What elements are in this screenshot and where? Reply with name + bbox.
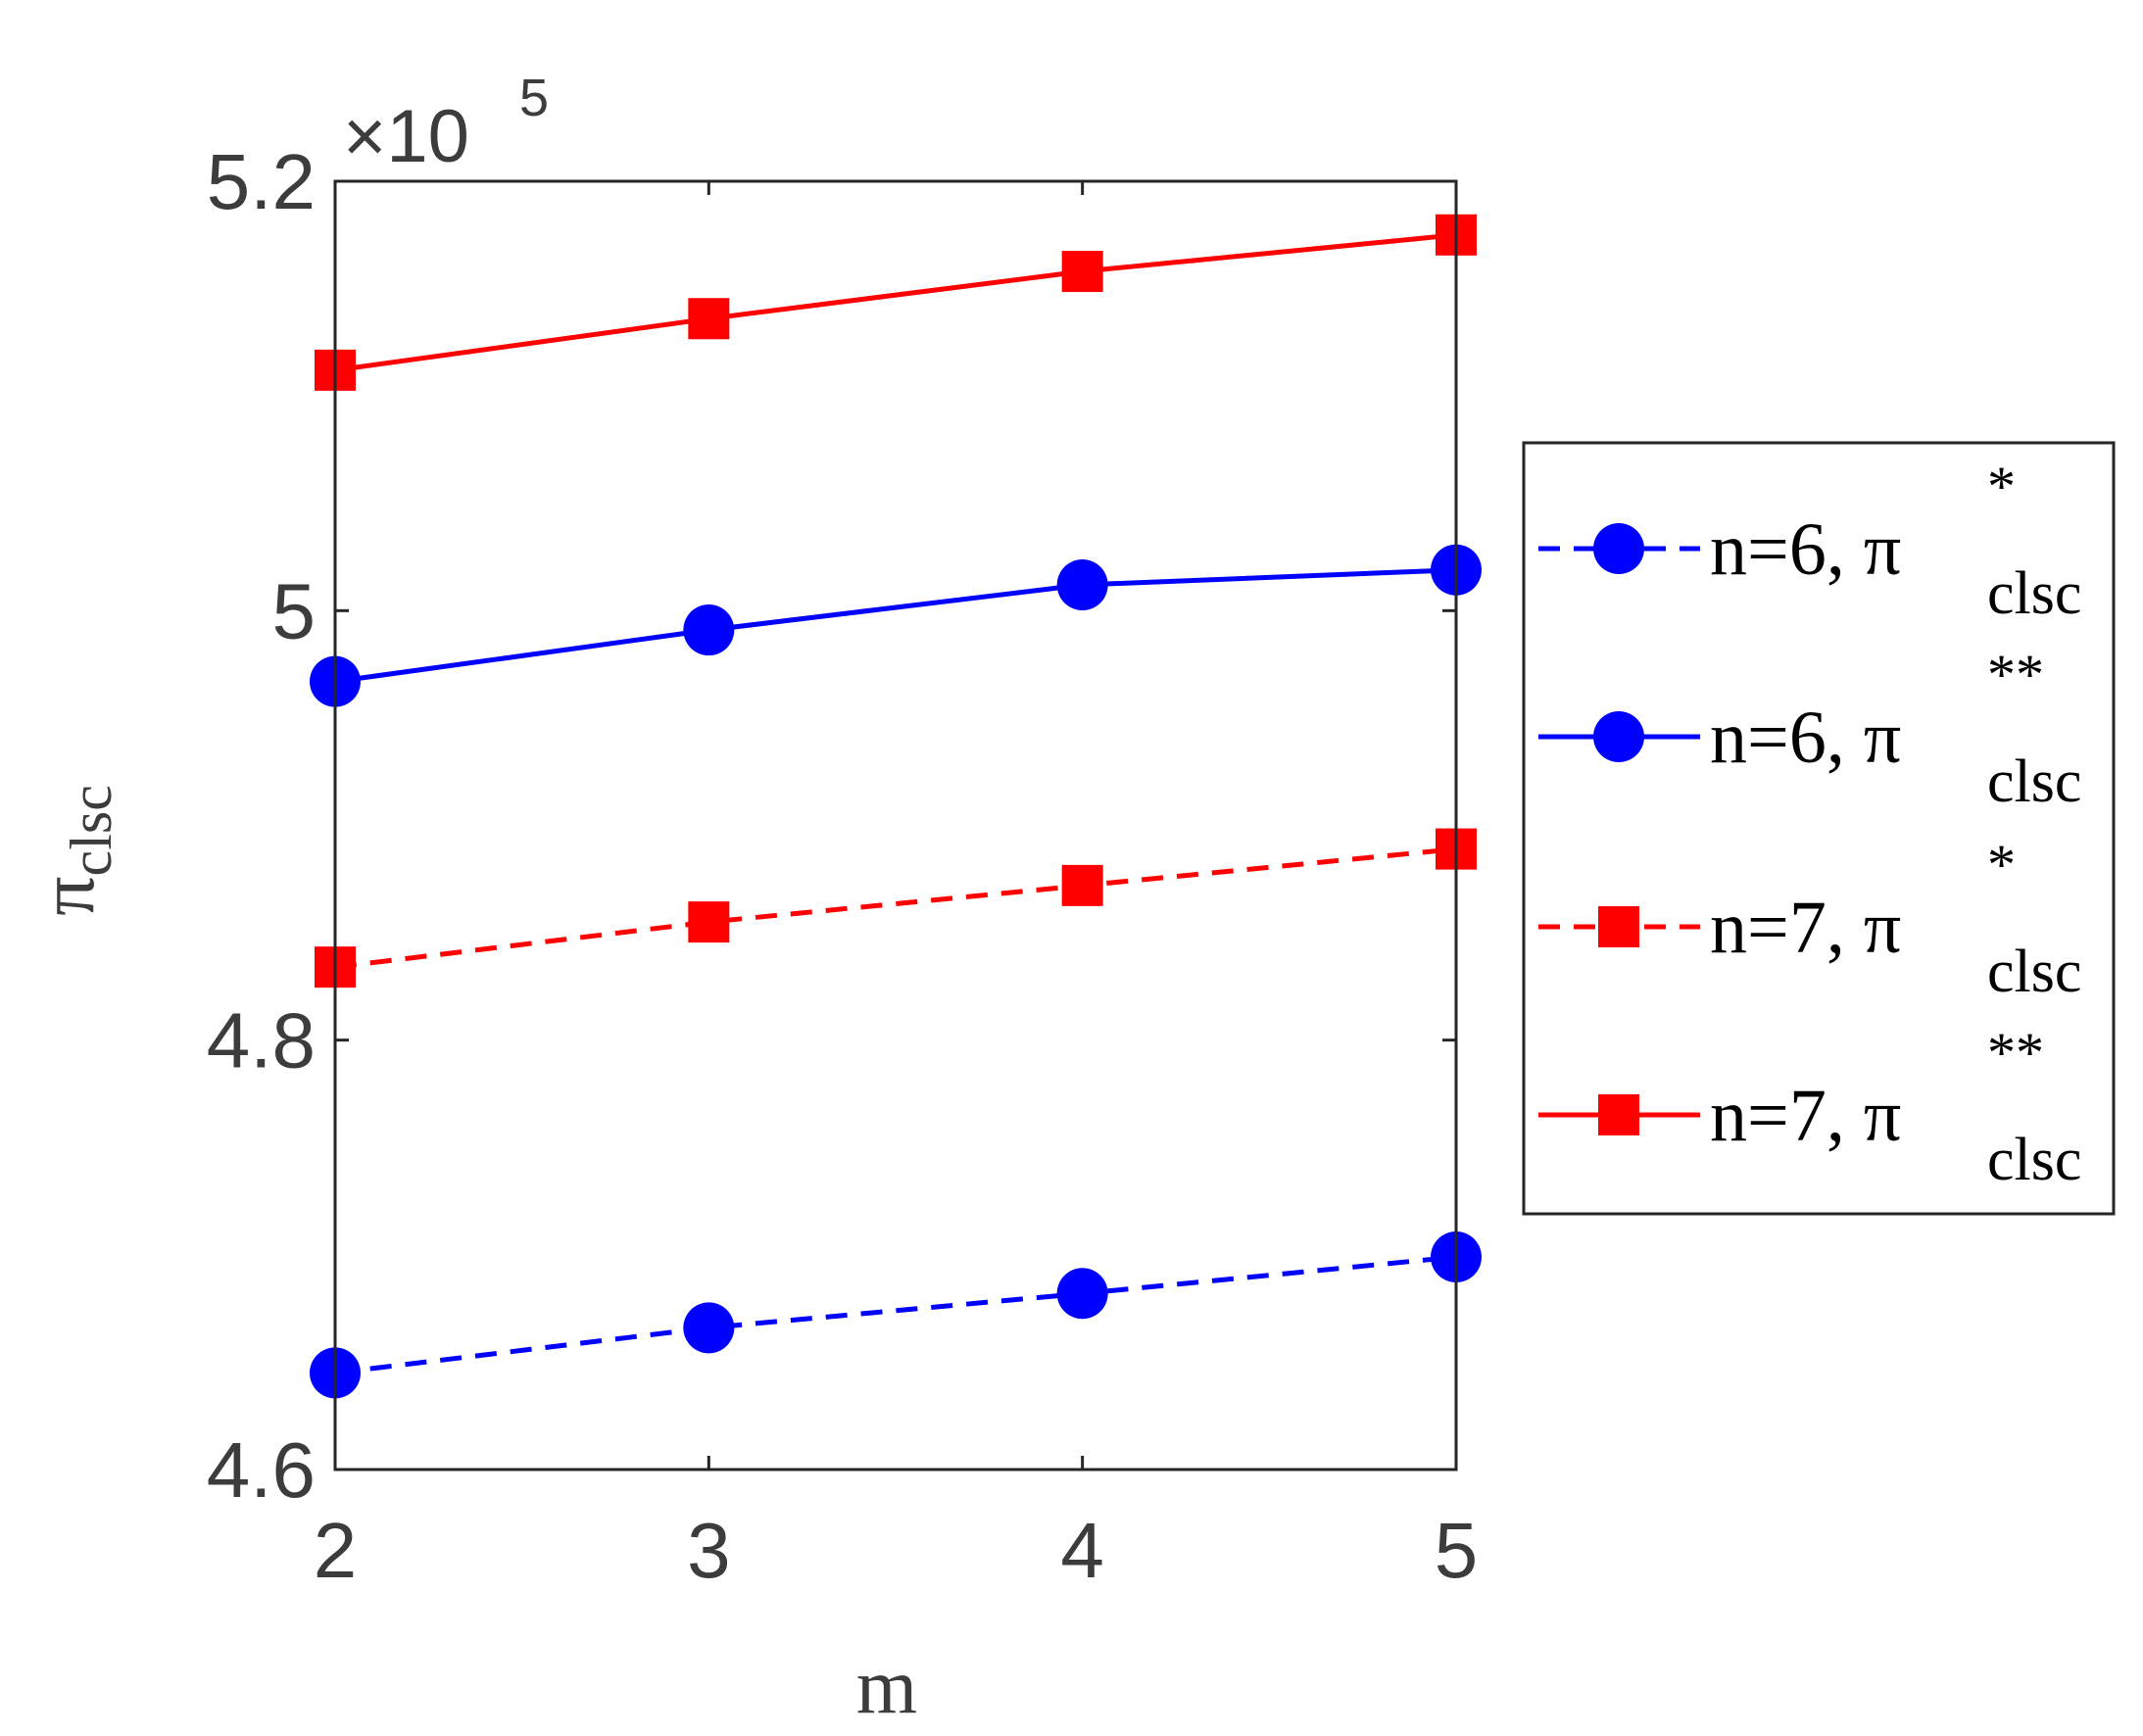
legend-marker xyxy=(1593,523,1644,574)
plot-area xyxy=(310,181,1482,1470)
data-point xyxy=(1056,1268,1108,1320)
legend-label-sub: clsc xyxy=(1987,560,2081,627)
axes-box xyxy=(333,179,1458,1471)
y-axis-title: πclsc xyxy=(24,785,123,916)
y-tick-label: 4.8 xyxy=(207,997,316,1085)
x-tick-label: 3 xyxy=(687,1507,731,1594)
x-tick-label: 5 xyxy=(1435,1507,1479,1594)
svg-text:πclsc: πclsc xyxy=(24,785,123,916)
legend-label-sub: clsc xyxy=(1987,748,2081,815)
series-line xyxy=(334,846,1457,970)
x-axis-label: m xyxy=(856,1644,917,1730)
y-exponent-base: ×10 xyxy=(343,95,469,178)
legend-label-sup: ** xyxy=(1987,643,2044,706)
legend-entry-1: n=6, π * clsc xyxy=(1538,455,2081,627)
legend-label-sup: * xyxy=(1987,455,2016,518)
plot-background xyxy=(335,181,1456,1470)
legend-label: n=7, π xyxy=(1710,887,1901,969)
data-point xyxy=(1061,864,1103,906)
y-tick-label: 4.6 xyxy=(207,1426,316,1514)
y-exponent-power: 5 xyxy=(519,69,549,127)
legend-entry-3: n=7, π * clsc xyxy=(1538,833,2081,1005)
x-tick-label: 4 xyxy=(1060,1507,1104,1594)
data-point xyxy=(1061,251,1103,293)
y-tick-label: 5 xyxy=(272,567,317,654)
legend-label: n=6, π xyxy=(1710,508,1901,591)
legend-label: n=7, π xyxy=(1710,1075,1901,1157)
legend-label-sub: clsc xyxy=(1987,1127,2081,1193)
y-tick-label: 5.2 xyxy=(207,138,316,225)
legend-label: n=6, π xyxy=(1710,697,1901,779)
data-point xyxy=(688,298,730,340)
data-point xyxy=(683,1302,735,1354)
y-axis-symbol: π xyxy=(24,876,111,915)
axes: 2 3 4 5 4.6 4.8 5 5.2 xyxy=(207,138,1478,1594)
legend-entry-2: n=6, π ** clsc xyxy=(1538,643,2081,815)
legend-marker xyxy=(1598,1094,1639,1135)
x-axis-title: m xyxy=(856,1644,917,1730)
series-line xyxy=(334,567,1457,685)
data-point xyxy=(683,604,735,656)
data-point xyxy=(688,901,730,943)
series-line xyxy=(334,1254,1457,1375)
y-axis-subscript: clsc xyxy=(59,785,123,876)
data-point xyxy=(1056,559,1108,611)
legend-marker xyxy=(1593,711,1644,762)
x-tick-label: 2 xyxy=(314,1507,358,1594)
legend-label-sub: clsc xyxy=(1987,939,2081,1005)
legend-label-sup: ** xyxy=(1987,1021,2044,1085)
y-exponent: ×10 5 xyxy=(343,69,549,178)
series-line xyxy=(334,232,1457,373)
legend-entry-4: n=7, π ** clsc xyxy=(1538,1021,2081,1193)
legend-marker xyxy=(1598,906,1639,947)
legend-label-sup: * xyxy=(1987,833,2016,896)
